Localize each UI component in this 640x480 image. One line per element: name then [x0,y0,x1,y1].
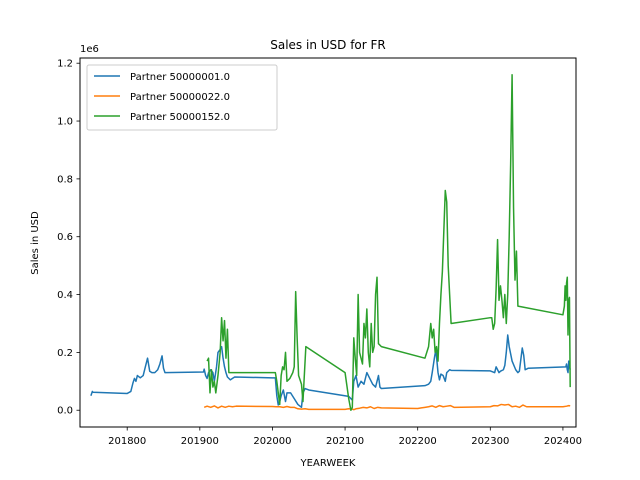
series-line-2 [203,403,571,411]
plot-frame [79,57,577,428]
x-tick-label: 201800 [108,436,146,447]
y-offset-label: 1e6 [80,44,99,55]
legend-label-3: Partner 50000152.0 [130,112,230,123]
y-tick-label: 1.0 [57,117,73,128]
legend-label-1: Partner 50000001.0 [130,72,230,83]
x-tick-label: 202000 [253,436,291,447]
y-axis-title: Sales in USD [30,211,41,275]
x-tick-label: 202100 [326,436,364,447]
y-tick-label: 0.6 [57,232,73,243]
x-axis-title: YEARWEEK [300,458,356,469]
x-tick-label: 202300 [471,436,509,447]
x-tick-label: 202400 [544,436,582,447]
x-tick-label: 202200 [399,436,437,447]
chart-title: Sales in USD for FR [270,38,386,52]
legend-label-2: Partner 50000022.0 [130,92,230,103]
legend-box [86,64,278,131]
y-tick-label: 0.8 [57,174,73,185]
y-tick-label: 0.4 [57,290,73,301]
y-tick-label: 1.2 [57,59,73,70]
y-tick-label: 0.0 [57,406,73,417]
series-line-1 [90,334,571,409]
series-line-3 [206,74,571,411]
legend: Partner 50000001.0 Partner 50000022.0 Part… [86,64,278,131]
x-tick-label: 201900 [181,436,219,447]
y-tick-label: 0.2 [57,348,73,359]
